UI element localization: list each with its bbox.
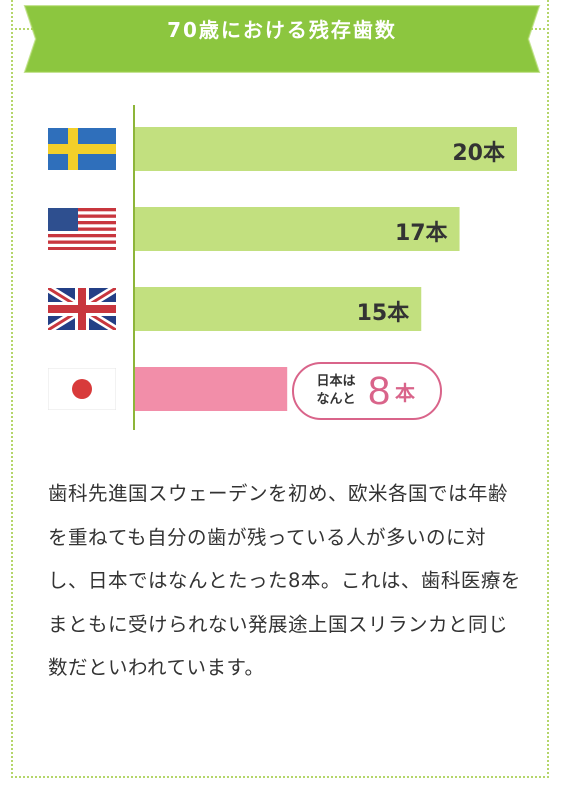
divider-left [11, 28, 41, 30]
chart-title: 70歳における残存歯数 [167, 18, 397, 42]
value-label-sweden: 20本 [452, 141, 505, 166]
callout-caption: 日本は なんと [308, 373, 364, 409]
callout-number: 8 [368, 369, 391, 413]
callout-unit: 本 [395, 381, 415, 405]
callout-caption-line1: 日本は [316, 374, 356, 389]
content-frame [11, 0, 549, 778]
value-label-usa: 17本 [394, 221, 448, 246]
flag-sweden-icon [48, 128, 116, 170]
value-label-uk: 15本 [356, 301, 410, 326]
description-text: 歯科先進国スウェーデンを初め、欧米各国では年齢を重ねても自分の歯が残っている人が… [48, 482, 521, 679]
japan-callout: 日本は なんと 8 本 [292, 362, 442, 420]
flag-japan-icon [48, 368, 116, 410]
title-ribbon [23, 5, 541, 73]
flag-usa-icon [48, 208, 116, 250]
divider-right [519, 28, 549, 30]
flag-uk-icon [48, 288, 116, 330]
callout-caption-line2: なんと [316, 392, 356, 407]
